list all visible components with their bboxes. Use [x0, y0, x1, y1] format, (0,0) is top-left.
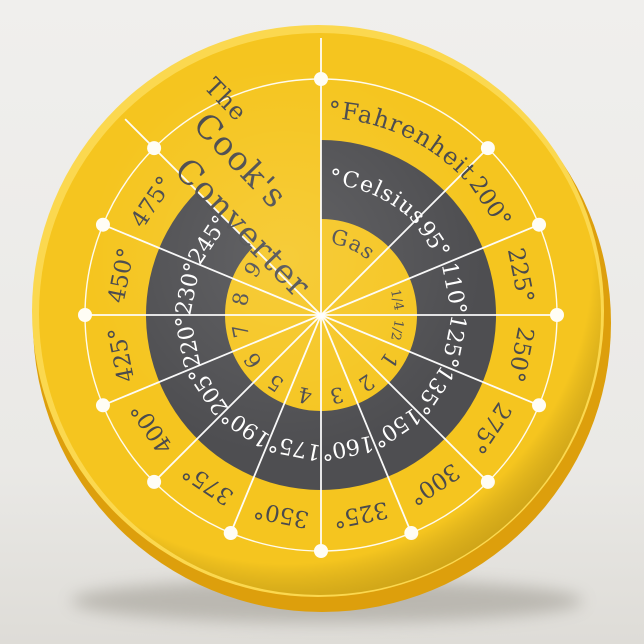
divider-dot: [147, 474, 162, 489]
divider-dot: [147, 141, 162, 156]
divider-dot: [314, 72, 328, 86]
divider-dot: [314, 544, 328, 558]
divider-dot: [532, 217, 547, 232]
divider-dot: [550, 308, 564, 322]
divider-dot: [95, 217, 110, 232]
divider-dot: [532, 398, 547, 413]
divider-dot: [480, 474, 495, 489]
divider-dot: [78, 308, 92, 322]
divider-dot: [404, 526, 419, 541]
divider-dot: [95, 398, 110, 413]
divider-dot: [223, 526, 238, 541]
divider-dot: [480, 141, 495, 156]
